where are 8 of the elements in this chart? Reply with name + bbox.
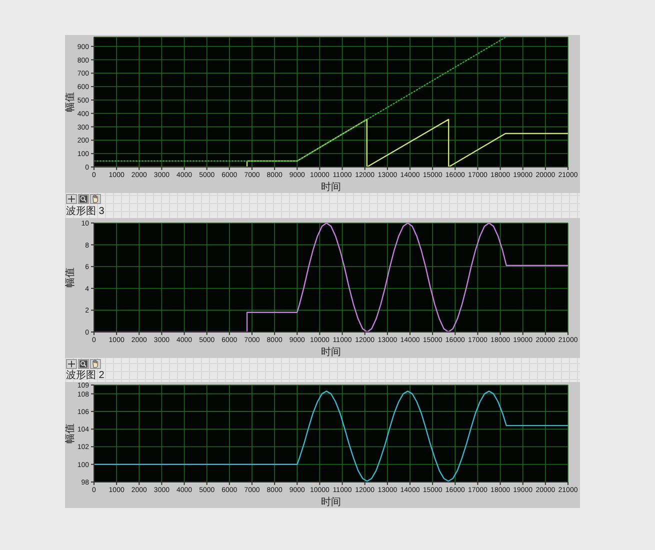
chart-title: 波形图 2 <box>66 370 104 381</box>
x-axis-title: 时间 <box>321 346 341 358</box>
chart-title: 波形图 3 <box>66 206 104 217</box>
x-axis-title: 时间 <box>321 496 341 508</box>
y-axis-title: 幅值 <box>64 92 76 112</box>
y-axis-title: 幅值 <box>64 424 76 444</box>
x-axis-title: 时间 <box>321 181 341 193</box>
y-axis-title: 幅值 <box>64 268 76 288</box>
